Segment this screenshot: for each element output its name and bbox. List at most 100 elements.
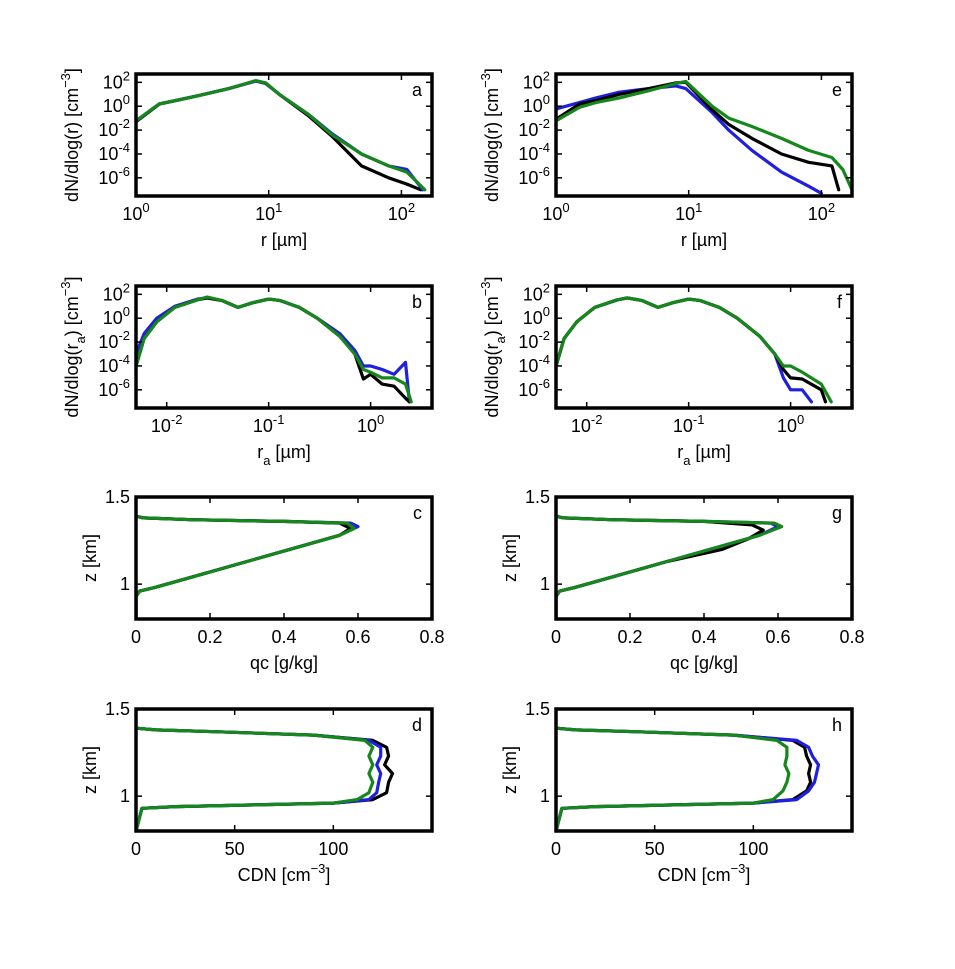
panel-letter: a: [412, 80, 423, 100]
series-group: [136, 78, 427, 192]
y-tick-label: 100: [103, 304, 130, 328]
x-tick-label: 0.4: [271, 627, 296, 647]
panel-letter: e: [832, 80, 842, 100]
x-tick-label: 10-1: [673, 412, 705, 436]
x-tick-label: 0.8: [419, 627, 444, 647]
x-tick-label: 0: [131, 627, 141, 647]
y-tick-label: 1.5: [105, 699, 130, 719]
x-axis-label: qc [g/kg]: [250, 653, 318, 673]
series-line-blue: [136, 726, 383, 831]
panel-g: 0 0.2 0.4 0.6 0.8 1 1.5 qc [g/kg] z [km] g: [500, 487, 865, 673]
x-tick-label: 0.6: [345, 627, 370, 647]
series-group: [556, 726, 821, 831]
x-axis-label: ra [µm]: [677, 442, 731, 468]
panel-h: 0 50 100 1 1.5 CDN [cm−3] z [km] h: [500, 699, 854, 885]
panel-c: 0 0.2 0.4 0.6 0.8 1 1.5 qc [g/kg] z [km] c: [80, 487, 445, 673]
y-tick-label: 10-4: [518, 140, 550, 164]
x-axis-label: ra [µm]: [257, 442, 311, 468]
series-group: [556, 79, 852, 195]
y-tick-label: 1.5: [105, 487, 130, 507]
series-group: [556, 296, 833, 404]
series-line-black: [556, 514, 765, 619]
panel-letter: g: [832, 503, 842, 523]
series-line-green: [556, 514, 784, 619]
series-line-blue: [556, 514, 780, 619]
x-tick-label: 10-2: [571, 412, 603, 436]
y-tick-label: 10-4: [98, 140, 130, 164]
axes-frame: [554, 284, 854, 410]
y-axis-label: z [km]: [500, 534, 520, 582]
axes-frame: [554, 707, 854, 833]
x-tick-label: 50: [225, 839, 245, 859]
series-line-green: [136, 78, 427, 192]
y-tick-label: 1: [120, 786, 130, 806]
y-tick-label: 1.5: [525, 487, 550, 507]
series-line-black: [136, 514, 353, 619]
series-line-green: [556, 296, 833, 404]
y-tick-label: 1: [120, 574, 130, 594]
x-tick-label: 0.8: [839, 627, 864, 647]
y-tick-label: 10-2: [518, 116, 550, 140]
series-group: [556, 514, 784, 619]
panel-d: 0 50 100 1 1.5 CDN [cm−3] z [km] d: [80, 699, 434, 885]
series-line-black: [136, 79, 423, 192]
y-tick-label: 10-2: [518, 328, 550, 352]
x-tick-label: 0.4: [691, 627, 716, 647]
x-axis-label: r [µm]: [261, 230, 307, 250]
x-tick-label: 100: [777, 412, 804, 436]
x-axis-label: CDN [cm−3]: [658, 861, 751, 885]
axes-frame: [134, 495, 434, 621]
series-line-black: [556, 80, 841, 192]
y-tick-label: 10-2: [98, 116, 130, 140]
x-tick-label: 0.2: [197, 627, 222, 647]
series-line-blue: [556, 84, 824, 195]
y-axis-label: dN/dlog(ra) [cm−3]: [58, 276, 88, 417]
series-line-green: [556, 726, 791, 831]
y-tick-label: 1.5: [525, 699, 550, 719]
series-group: [136, 726, 395, 831]
x-axis-label: qc [g/kg]: [670, 653, 738, 673]
series-line-green: [136, 295, 413, 404]
y-tick-label: 10-4: [98, 352, 130, 376]
x-tick-label: 0: [131, 839, 141, 859]
series-line-green: [556, 79, 852, 192]
y-axis-label: z [km]: [500, 746, 520, 794]
y-axis-label: dN/dlog(r) [cm−3]: [58, 68, 82, 202]
y-tick-label: 100: [103, 92, 130, 116]
series-group: [136, 295, 413, 404]
x-tick-label: 100: [318, 839, 348, 859]
x-tick-label: 0.2: [617, 627, 642, 647]
series-line-black: [556, 726, 813, 831]
series-line-black: [556, 296, 828, 404]
panel-letter: d: [412, 715, 422, 735]
series-line-black: [136, 296, 411, 404]
x-tick-label: 102: [808, 200, 835, 224]
x-tick-label: 0: [551, 627, 561, 647]
x-tick-label: 100: [738, 839, 768, 859]
x-axis-label: r [µm]: [681, 230, 727, 250]
y-axis-label: dN/dlog(ra) [cm−3]: [478, 276, 508, 417]
x-tick-label: 100: [122, 200, 149, 224]
y-tick-label: 100: [523, 92, 550, 116]
axes-frame: [134, 707, 434, 833]
axes-frame: [134, 72, 434, 198]
y-tick-label: 102: [523, 280, 550, 304]
x-tick-label: 101: [675, 200, 702, 224]
y-tick-label: 1: [540, 574, 550, 594]
axes-frame: [554, 72, 854, 198]
x-tick-label: 10-1: [253, 412, 285, 436]
y-tick-label: 100: [523, 304, 550, 328]
y-tick-label: 10-6: [98, 376, 130, 400]
y-axis-label: z [km]: [80, 746, 100, 794]
y-tick-label: 10-6: [98, 164, 130, 188]
panel-letter: h: [832, 715, 842, 735]
panel-letter: c: [413, 503, 422, 523]
x-tick-label: 100: [357, 412, 384, 436]
x-tick-label: 102: [388, 200, 415, 224]
x-tick-label: 50: [645, 839, 665, 859]
y-axis-label: dN/dlog(r) [cm−3]: [478, 68, 502, 202]
y-tick-label: 10-6: [518, 164, 550, 188]
axes-frame: [134, 284, 434, 410]
